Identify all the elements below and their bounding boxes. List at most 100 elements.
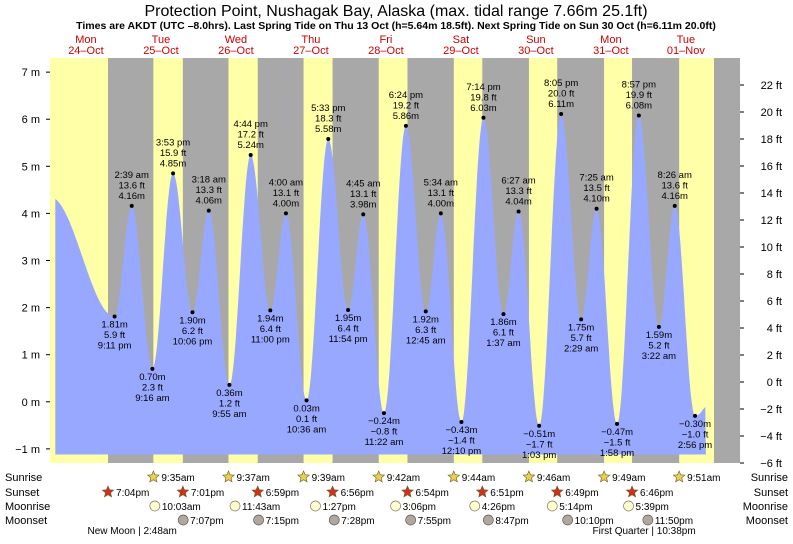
sunrise-icon-1 bbox=[222, 470, 235, 483]
tide-label-16-0: 1.92m bbox=[413, 314, 439, 325]
sunset-label-1: 7:01pm bbox=[191, 488, 224, 499]
tide-label-17-2: 4.00m bbox=[428, 198, 454, 209]
tide-label-18-2: 12:10 pm bbox=[442, 446, 482, 457]
row-label-right-2: Moonrise bbox=[743, 501, 788, 513]
tide-point-21 bbox=[516, 209, 521, 214]
tide-point-30 bbox=[693, 413, 698, 418]
tide-point-26 bbox=[615, 421, 620, 426]
tide-label-8-2: 11:00 pm bbox=[251, 334, 290, 345]
tide-label-5-2: 4.06m bbox=[196, 196, 222, 207]
moonrise-icon-0 bbox=[149, 500, 161, 512]
right-tick-label-4: 2 ft bbox=[767, 350, 782, 362]
chart-title: Protection Point, Nushagak Bay, Alaska (… bbox=[144, 3, 647, 20]
tide-label-14-0: −0.24m bbox=[368, 416, 400, 427]
tide-point-8 bbox=[268, 308, 273, 313]
day-date-3: 27–Oct bbox=[293, 45, 328, 57]
left-tick-label-4: 3 m bbox=[22, 256, 40, 268]
tide-label-4-0: 1.90m bbox=[179, 315, 205, 326]
tide-point-6 bbox=[227, 382, 232, 387]
tide-label-29-0: 8:26 am bbox=[658, 170, 692, 181]
tide-label-8-0: 1.94m bbox=[257, 313, 283, 324]
moonset-icon-4 bbox=[482, 514, 494, 526]
tide-label-21-1: 13.3 ft bbox=[505, 186, 532, 197]
tide-point-11 bbox=[326, 137, 331, 141]
tide-label-5-0: 3:18 am bbox=[192, 175, 226, 186]
tide-label-25-0: 7:25 am bbox=[579, 173, 613, 184]
tide-label-3-2: 4.85m bbox=[160, 158, 186, 169]
moonset-label-6: 11:50pm bbox=[655, 516, 693, 527]
tide-point-4 bbox=[190, 310, 195, 315]
tide-label-6-2: 9:55 am bbox=[212, 409, 246, 420]
right-tick-label-0: −6 ft bbox=[760, 458, 782, 470]
day-date-8: 01–Nov bbox=[667, 45, 705, 57]
row-label-left-1: Sunset bbox=[5, 487, 39, 499]
tide-label-0-1: 5.9 ft bbox=[104, 330, 125, 341]
moonset-label-3: 7:55pm bbox=[418, 516, 451, 527]
right-tick-label-11: 16 ft bbox=[761, 161, 782, 173]
tide-label-2-2: 9:16 am bbox=[135, 393, 169, 404]
moonrise-label-2: 1:27pm bbox=[322, 502, 355, 513]
left-tick-label-7: 6 m bbox=[22, 114, 40, 126]
tide-label-26-0: −0.47m bbox=[601, 427, 633, 438]
tide-label-25-2: 4.10m bbox=[583, 194, 609, 205]
sunrise-label-6: 9:49am bbox=[612, 473, 645, 484]
left-tick-label-5: 4 m bbox=[22, 208, 40, 220]
tide-label-10-0: 0.03m bbox=[293, 403, 319, 414]
tide-point-12 bbox=[346, 307, 351, 312]
tide-label-30-2: 2:56 pm bbox=[678, 440, 712, 451]
tide-point-27 bbox=[636, 113, 641, 118]
tide-point-16 bbox=[423, 309, 428, 314]
tide-label-0-2: 9:11 pm bbox=[98, 341, 132, 352]
tide-point-15 bbox=[403, 123, 408, 128]
tide-label-16-1: 6.3 ft bbox=[415, 325, 436, 336]
tide-label-15-1: 19.2 ft bbox=[393, 100, 420, 111]
tide-label-27-1: 19.9 ft bbox=[626, 90, 653, 101]
left-tick-label-0: −1 m bbox=[15, 444, 40, 456]
tide-label-21-2: 4.04m bbox=[505, 197, 531, 208]
day-name-2: Wed bbox=[225, 34, 247, 46]
axes: −1 m 0 m 1 m 2 m 3 m 4 m 5 m 6 m 7 m −6 ft −4 ft −2… bbox=[15, 67, 782, 470]
tide-label-14-1: −0.8 ft bbox=[371, 427, 398, 438]
right-tick-label-14: 22 ft bbox=[761, 80, 782, 92]
moon-phase-label-0: New Moon | 2:48am bbox=[88, 526, 177, 537]
moonrise-icon-5 bbox=[546, 500, 558, 512]
tide-label-12-2: 11:54 pm bbox=[329, 334, 368, 345]
tide-point-0 bbox=[112, 314, 117, 319]
moonrise-label-5: 5:14pm bbox=[559, 502, 592, 513]
day-name-1: Tue bbox=[152, 34, 171, 46]
row-label-left-0: Sunrise bbox=[5, 472, 42, 484]
chart-subtitle: Times are AKDT (UTC –8.0hrs). Last Sprin… bbox=[76, 20, 716, 32]
day-name-7: Mon bbox=[600, 34, 621, 46]
night-band-right bbox=[714, 58, 740, 463]
moonset-label-2: 7:28pm bbox=[341, 516, 374, 527]
tide-label-23-1: 20.0 ft bbox=[548, 89, 575, 100]
tide-label-1-0: 2:39 am bbox=[115, 170, 149, 181]
moonrise-label-3: 3:06pm bbox=[403, 502, 436, 513]
tide-label-29-1: 13.6 ft bbox=[662, 180, 689, 191]
tide-label-26-2: 1:58 pm bbox=[600, 448, 634, 459]
tide-label-0-0: 1.81m bbox=[101, 320, 127, 331]
left-tick-label-1: 0 m bbox=[22, 397, 40, 409]
sunrise-label-2: 9:39am bbox=[312, 473, 345, 484]
sunset-label-6: 6:49pm bbox=[565, 488, 598, 499]
tide-label-7-0: 4:44 pm bbox=[234, 119, 268, 130]
tide-point-3 bbox=[171, 171, 176, 176]
tide-point-23 bbox=[559, 112, 564, 117]
tide-label-3-0: 3:53 pm bbox=[156, 137, 190, 148]
sunrise-icon-7 bbox=[672, 470, 686, 483]
tide-label-14-2: 11:22 am bbox=[364, 437, 403, 448]
tide-label-13-1: 13.1 ft bbox=[350, 189, 377, 200]
sunrise-icon-2 bbox=[297, 470, 311, 483]
tide-label-15-0: 6:24 pm bbox=[389, 90, 423, 101]
left-tick-label-3: 2 m bbox=[22, 303, 40, 315]
right-tick-label-3: 0 ft bbox=[767, 377, 782, 389]
tide-label-10-2: 10:36 am bbox=[287, 424, 327, 435]
tide-label-13-2: 3.98m bbox=[350, 199, 376, 210]
sunset-icon-2 bbox=[251, 485, 265, 498]
tide-point-24 bbox=[579, 317, 584, 322]
day-name-6: Sun bbox=[526, 34, 546, 46]
row-label-right-0: Sunrise bbox=[751, 472, 788, 484]
left-tick-label-6: 5 m bbox=[22, 161, 40, 173]
tide-label-11-2: 5.58m bbox=[315, 124, 341, 135]
